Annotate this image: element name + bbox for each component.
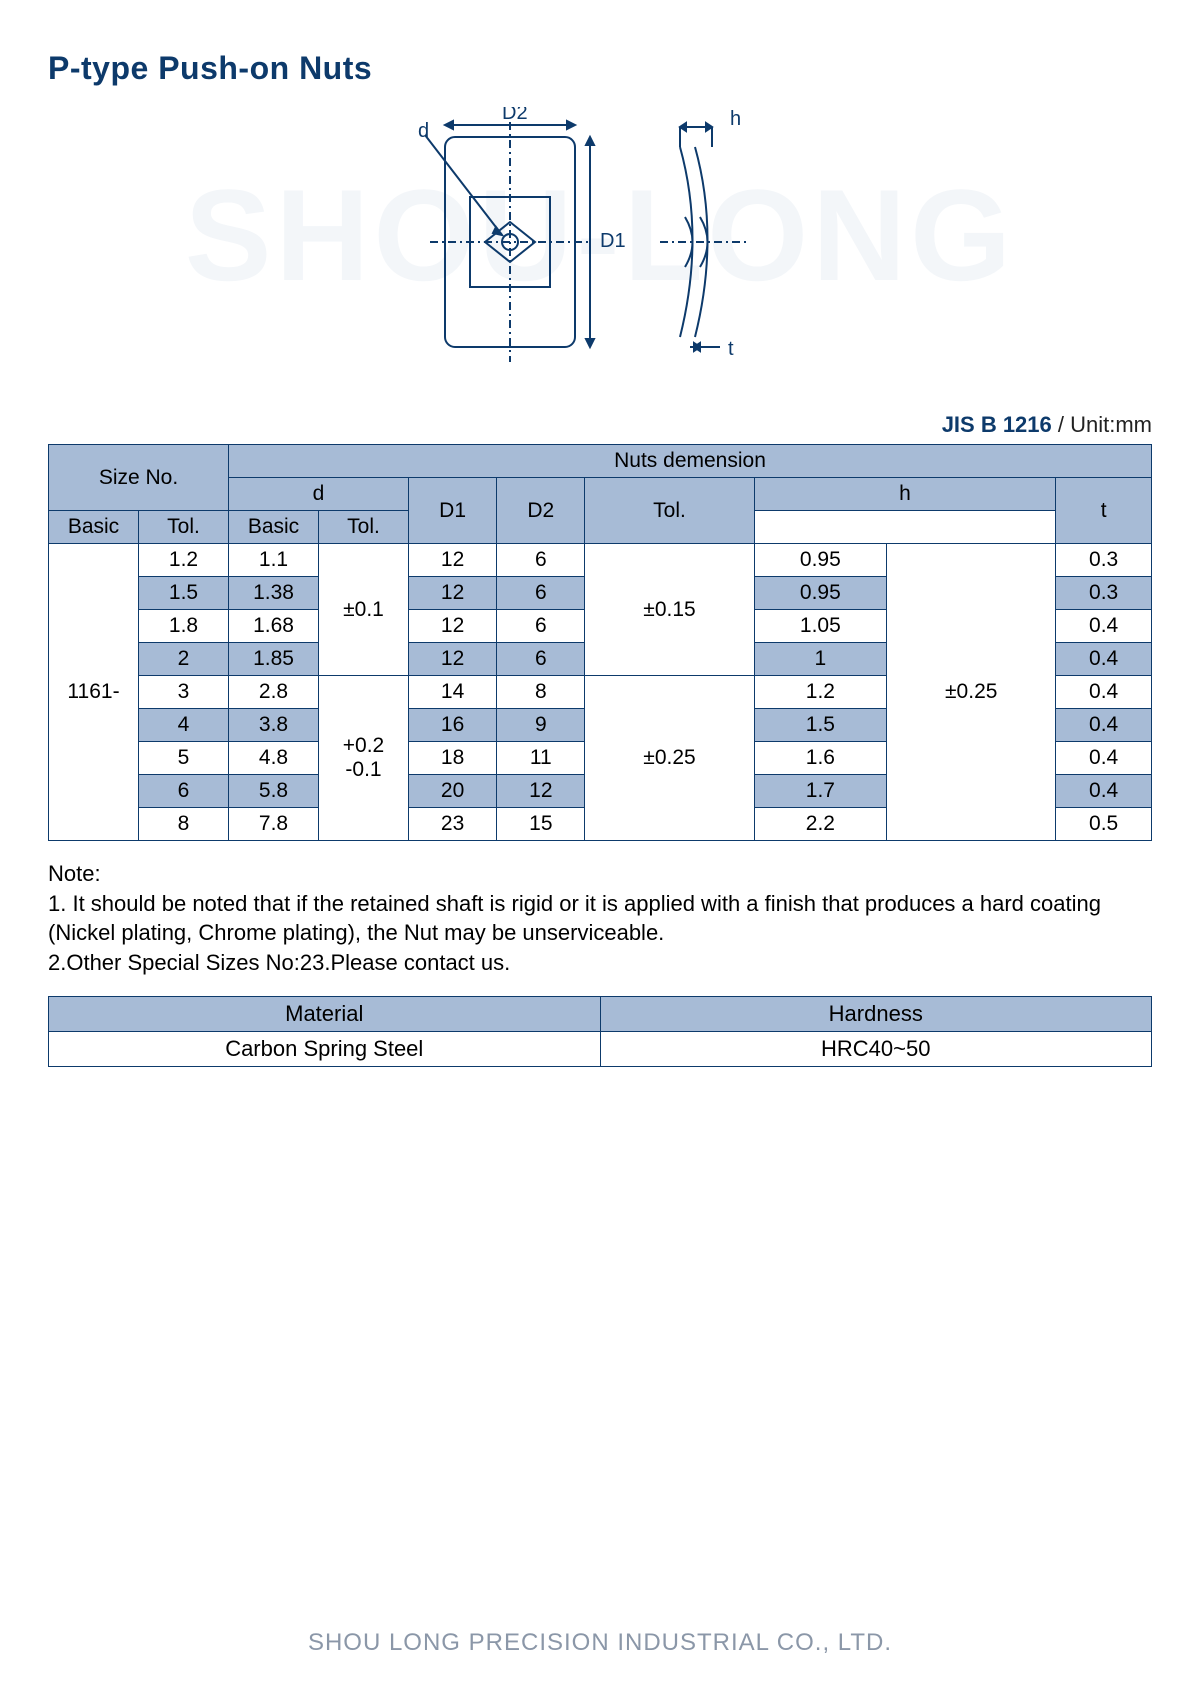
- table-cell: ±0.25: [887, 544, 1056, 841]
- table-cell: 7.8: [229, 808, 319, 841]
- table-cell: 6: [497, 577, 585, 610]
- note-2: 2.Other Special Sizes No:23.Please conta…: [48, 948, 1152, 978]
- th-d-tol: Tol.: [139, 511, 229, 544]
- table-cell: 6: [497, 643, 585, 676]
- th-D1: D1: [409, 478, 497, 544]
- table-cell: ±0.25: [585, 676, 754, 841]
- th-t: t: [1056, 478, 1152, 544]
- table-cell: 1.5: [139, 577, 229, 610]
- table-cell: 2.8: [229, 676, 319, 709]
- table-cell: 12: [409, 643, 497, 676]
- table-cell: +0.2 -0.1: [319, 676, 409, 841]
- notes-block: Note: 1. It should be noted that if the …: [48, 859, 1152, 978]
- th-d-basic: Basic: [49, 511, 139, 544]
- table-cell: 8: [497, 676, 585, 709]
- table-cell: 1.5: [754, 709, 887, 742]
- table-cell: 12: [409, 577, 497, 610]
- table-cell: 14: [409, 676, 497, 709]
- diagram-label-D1: D1: [600, 230, 626, 252]
- diagram-label-d: d: [418, 120, 429, 142]
- standard-unit: / Unit:mm: [1052, 412, 1152, 437]
- table-cell: 16: [409, 709, 497, 742]
- material-table: Material Hardness Carbon Spring Steel HR…: [48, 996, 1152, 1067]
- table-cell: 0.4: [1056, 643, 1152, 676]
- table-cell: 0.95: [754, 577, 887, 610]
- table-cell: 1.68: [229, 610, 319, 643]
- table-cell: 2.2: [754, 808, 887, 841]
- table-cell: 4.8: [229, 742, 319, 775]
- td-material: Carbon Spring Steel: [49, 1031, 601, 1066]
- table-cell: 6: [497, 544, 585, 577]
- table-cell: 0.4: [1056, 676, 1152, 709]
- dimensions-table: Size No. Nuts demension d D1 D2 Tol. h t…: [48, 444, 1152, 841]
- table-cell: 23: [409, 808, 497, 841]
- th-hardness: Hardness: [600, 996, 1152, 1031]
- diagram-label-t: t: [728, 338, 734, 360]
- table-cell: 6: [139, 775, 229, 808]
- table-cell: 1.38: [229, 577, 319, 610]
- table-row: 1161-1.21.1±0.1126±0.150.95±0.250.3: [49, 544, 1152, 577]
- table-cell: 11: [497, 742, 585, 775]
- table-cell: 0.95: [754, 544, 887, 577]
- table-cell: 12: [409, 610, 497, 643]
- table-cell: 0.5: [1056, 808, 1152, 841]
- note-1: 1. It should be noted that if the retain…: [48, 889, 1152, 948]
- standard-line: JIS B 1216 / Unit:mm: [48, 412, 1152, 438]
- table-cell: 0.4: [1056, 610, 1152, 643]
- table-cell: 18: [409, 742, 497, 775]
- table-cell: 1.05: [754, 610, 887, 643]
- table-cell: 1.6: [754, 742, 887, 775]
- table-cell: 3.8: [229, 709, 319, 742]
- table-cell: 3: [139, 676, 229, 709]
- table-cell: 6: [497, 610, 585, 643]
- th-h: h: [754, 478, 1056, 511]
- th-tol-mid: Tol.: [585, 478, 754, 544]
- table-cell: 8: [139, 808, 229, 841]
- table-cell: 0.4: [1056, 742, 1152, 775]
- table-cell: 12: [409, 544, 497, 577]
- td-hardness: HRC40~50: [600, 1031, 1152, 1066]
- technical-diagram: d D2 D1 h t: [48, 107, 1152, 382]
- table-cell: ±0.1: [319, 544, 409, 676]
- table-cell: 0.4: [1056, 709, 1152, 742]
- table-cell: 1.8: [139, 610, 229, 643]
- th-h-tol: Tol.: [319, 511, 409, 544]
- th-d: d: [229, 478, 409, 511]
- table-cell: 0.3: [1056, 544, 1152, 577]
- table-cell: 5.8: [229, 775, 319, 808]
- table-cell: 1.85: [229, 643, 319, 676]
- table-cell: ±0.15: [585, 544, 754, 676]
- table-cell: 1: [754, 643, 887, 676]
- table-cell: 15: [497, 808, 585, 841]
- th-nuts-dim: Nuts demension: [229, 445, 1152, 478]
- table-cell: 1.1: [229, 544, 319, 577]
- diagram-label-h: h: [730, 108, 741, 130]
- table-cell: 0.3: [1056, 577, 1152, 610]
- page-title: P-type Push-on Nuts: [48, 50, 1152, 87]
- footer-company: SHOU LONG PRECISION INDUSTRIAL CO., LTD.: [0, 1629, 1200, 1657]
- th-h-basic: Basic: [229, 511, 319, 544]
- table-cell: 5: [139, 742, 229, 775]
- notes-label: Note:: [48, 859, 1152, 889]
- table-cell: 1.2: [139, 544, 229, 577]
- th-size-no: Size No.: [49, 445, 229, 511]
- table-cell: 1.2: [754, 676, 887, 709]
- standard-code: JIS B 1216: [942, 412, 1052, 437]
- th-material: Material: [49, 996, 601, 1031]
- table-cell: 9: [497, 709, 585, 742]
- table-cell: 1.7: [754, 775, 887, 808]
- th-D2: D2: [497, 478, 585, 544]
- table-cell: 1161-: [49, 544, 139, 841]
- diagram-label-D2: D2: [502, 107, 528, 124]
- table-cell: 0.4: [1056, 775, 1152, 808]
- table-cell: 4: [139, 709, 229, 742]
- table-cell: 2: [139, 643, 229, 676]
- table-cell: 12: [497, 775, 585, 808]
- table-cell: 20: [409, 775, 497, 808]
